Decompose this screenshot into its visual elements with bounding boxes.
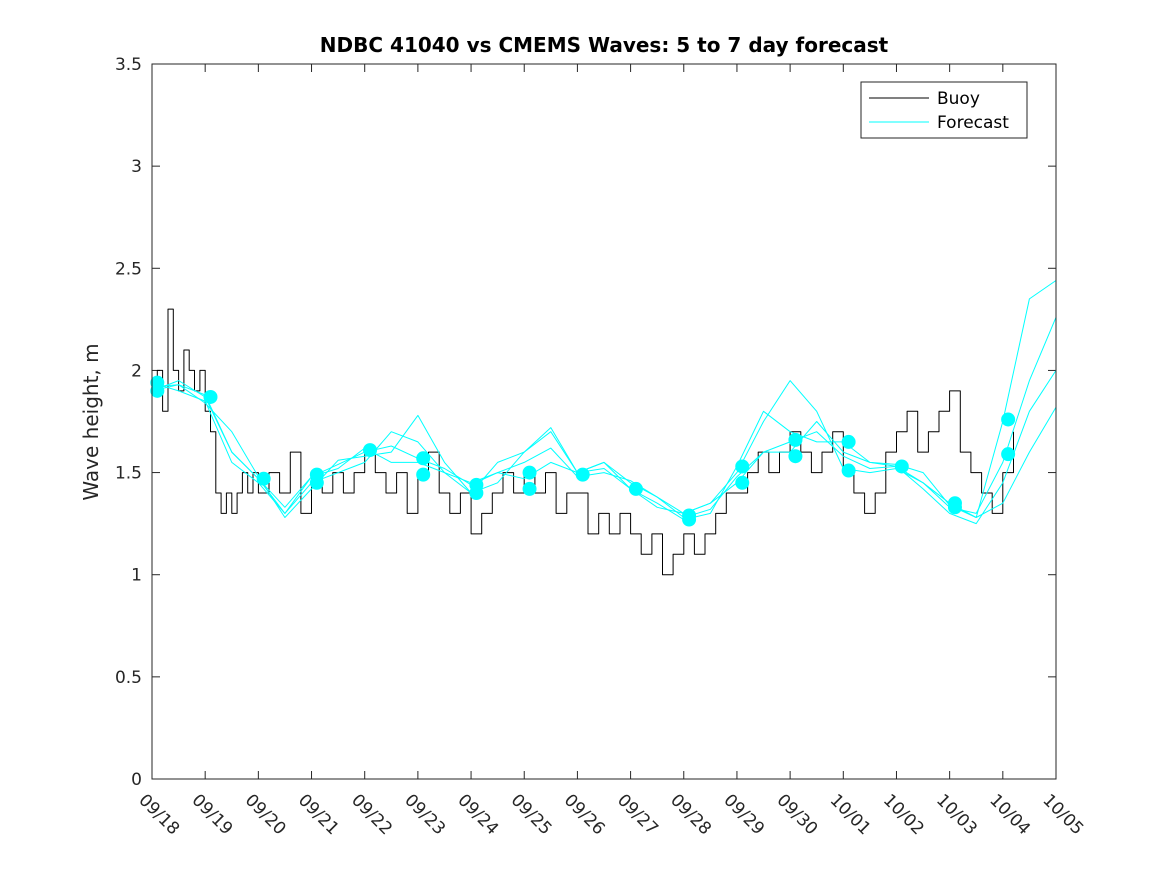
- y-tick-label: 1.5: [115, 464, 142, 484]
- forecast-marker: [203, 389, 218, 404]
- forecast-marker: [788, 432, 803, 447]
- forecast-marker: [522, 481, 537, 496]
- plot-area: [152, 64, 1056, 779]
- forecast-marker: [469, 486, 484, 500]
- x-tick-label: 10/01: [826, 790, 875, 839]
- y-axis-ticks: 0 0.5 1 1.5 2 2.5 3 3.5: [115, 55, 1056, 790]
- x-tick-label: 09/25: [507, 790, 556, 839]
- x-tick-label: 09/28: [666, 790, 715, 839]
- x-tick-label: 09/23: [400, 790, 449, 839]
- forecast-marker: [947, 500, 962, 515]
- x-tick-label: 10/03: [932, 790, 981, 839]
- x-tick-label: 09/26: [560, 790, 609, 839]
- x-tick-label: 09/18: [134, 790, 183, 839]
- x-tick-label: 10/05: [1038, 790, 1087, 839]
- legend: Buoy Forecast: [860, 81, 1028, 139]
- forecast-marker: [575, 467, 590, 482]
- forecast-series-line-4: [151, 380, 1057, 518]
- y-tick-label: 0: [131, 770, 142, 790]
- y-tick-label: 2: [131, 361, 142, 381]
- x-tick-label: 09/19: [188, 790, 237, 839]
- forecast-marker: [1001, 412, 1016, 427]
- forecast-marker: [788, 449, 803, 464]
- forecast-series-line-3: [151, 370, 1057, 525]
- legend-buoy-label: Buoy: [937, 89, 980, 109]
- x-tick-label: 10/02: [879, 790, 928, 839]
- forecast-marker: [150, 383, 165, 398]
- forecast-marker: [628, 481, 643, 496]
- forecast-marker: [309, 475, 324, 490]
- x-tick-label: 09/24: [454, 790, 503, 839]
- legend-box: [860, 81, 1028, 139]
- forecast-marker: [363, 443, 378, 458]
- forecast-marker: [841, 434, 856, 449]
- x-tick-label: 09/29: [719, 790, 768, 839]
- forecast-marker: [735, 459, 750, 474]
- x-tick-label: 09/27: [613, 790, 662, 839]
- x-tick-label: 09/21: [294, 790, 343, 839]
- y-tick-label: 2.5: [115, 259, 142, 279]
- forecast-marker: [894, 459, 909, 474]
- y-tick-label: 3: [131, 157, 142, 177]
- y-tick-label: 1: [131, 566, 142, 586]
- y-tick-label: 0.5: [115, 668, 142, 688]
- forecast-marker: [416, 451, 431, 466]
- legend-forecast-label: Forecast: [937, 113, 1009, 133]
- x-tick-label: 09/30: [773, 790, 822, 839]
- forecast-marker: [735, 475, 750, 490]
- plot-frame: [151, 63, 1057, 780]
- forecast-marker: [682, 512, 697, 527]
- x-tick-label: 09/20: [241, 790, 290, 839]
- y-tick-label: 3.5: [115, 55, 142, 75]
- marker-layer: [150, 375, 1016, 527]
- x-tick-label: 10/04: [985, 790, 1034, 839]
- y-axis-label: Wave height, m: [79, 343, 103, 500]
- forecast-marker: [522, 465, 537, 480]
- forecast-marker: [256, 471, 271, 486]
- x-tick-label: 09/22: [347, 790, 396, 839]
- chart-title: NDBC 41040 vs CMEMS Waves: 5 to 7 day fo…: [320, 33, 889, 57]
- forecast-marker: [1001, 447, 1016, 462]
- forecast-marker: [416, 467, 431, 482]
- forecast-marker: [841, 463, 856, 478]
